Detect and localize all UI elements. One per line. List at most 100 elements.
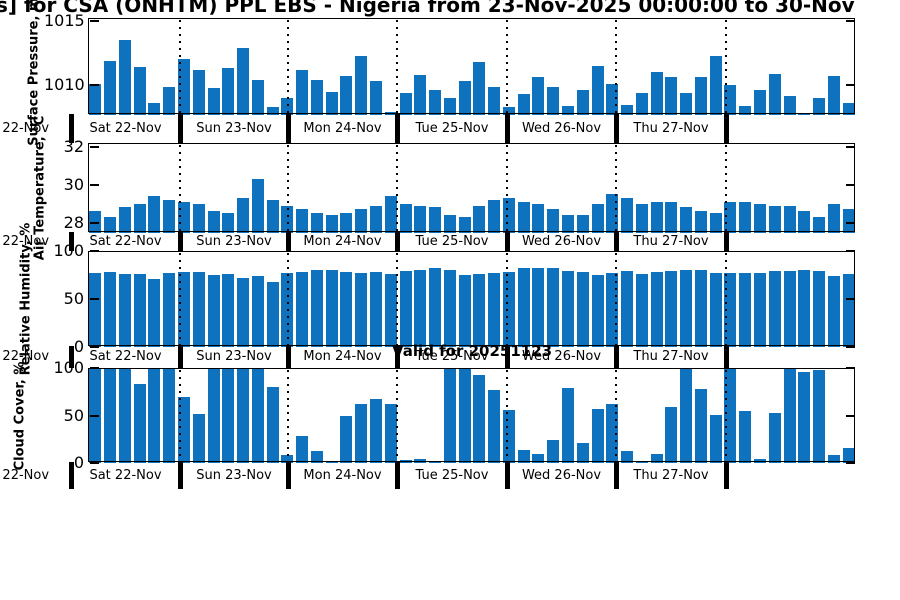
- day-gridline: [179, 370, 181, 461]
- air-temperature-bar: [207, 211, 220, 233]
- surface-pressure-bar: [163, 86, 176, 115]
- relative-humidity-bar: [650, 272, 663, 347]
- surface-pressure-bar: [429, 90, 442, 115]
- day-tick: [285, 114, 291, 143]
- cloud-cover-bar: [488, 389, 501, 463]
- surface-pressure-bar: [370, 81, 382, 115]
- relative-humidity-bar: [665, 271, 678, 347]
- day-gridline: [179, 20, 181, 113]
- day-tick: [68, 232, 74, 251]
- cloud-cover-bar: [237, 368, 250, 463]
- cloud-cover-bar: [133, 384, 146, 463]
- surface-pressure-bar: [340, 76, 353, 115]
- cloud-cover-bar: [739, 410, 752, 463]
- day-gridline: [396, 370, 398, 461]
- y-tick-mark: [845, 414, 855, 417]
- surface-pressure-bar: [325, 91, 338, 115]
- air-temperature-bar: [325, 215, 338, 233]
- surface-pressure-bar: [709, 55, 722, 115]
- cloud-cover-bar: [842, 447, 855, 463]
- day-gridline: [725, 20, 727, 113]
- day-gridline: [725, 370, 727, 461]
- surface-pressure-bar: [266, 107, 279, 115]
- day-gridline: [287, 20, 289, 113]
- cloud-cover-bar: [384, 404, 397, 463]
- day-label-clipped: Sat 22-Nov: [0, 349, 50, 364]
- cloud-cover-bar: [635, 461, 648, 463]
- air-temperature-bar: [458, 216, 471, 233]
- y-tick-mark: [845, 19, 855, 22]
- day-gridline: [396, 253, 398, 345]
- day-tick: [394, 232, 400, 251]
- relative-humidity-bar: [635, 274, 648, 347]
- cloud-cover-bar: [532, 454, 545, 463]
- surface-pressure-bar: [178, 59, 190, 115]
- day-tick: [613, 346, 619, 368]
- surface-pressure-bar: [310, 80, 323, 115]
- day-tick: [723, 462, 729, 489]
- air-temperature-bar: [310, 213, 323, 233]
- day-label: Wed 26-Nov: [521, 349, 602, 364]
- y-tick-label: 50: [63, 405, 84, 425]
- subplot-box-air-temperature: [88, 143, 855, 232]
- day-label: Sun 23-Nov: [196, 120, 272, 136]
- day-tick: [504, 114, 510, 143]
- cloud-cover-bar: [798, 371, 811, 463]
- surface-pressure-bar: [754, 90, 766, 115]
- relative-humidity-bar: [222, 274, 235, 347]
- cloud-cover-bar: [325, 461, 338, 463]
- day-tick: [504, 232, 510, 251]
- cloud-cover-bar: [621, 450, 634, 463]
- day-gridline: [396, 145, 398, 231]
- day-tick: [394, 346, 400, 368]
- day-gridline: [179, 145, 181, 231]
- valid-time-label: Valid for 20251123: [392, 342, 553, 360]
- y-tick-mark: [89, 346, 99, 348]
- subplot-box-cloud-cover: [88, 368, 855, 462]
- y-tick-label: 30: [63, 174, 84, 194]
- cloud-cover-bar: [562, 387, 574, 463]
- y-axis-label-cloud-cover: Cloud Cover, %: [12, 361, 28, 470]
- relative-humidity-bar: [680, 270, 693, 347]
- air-temperature-bar: [296, 209, 309, 233]
- relative-humidity-bar: [768, 271, 781, 347]
- surface-pressure-bar: [414, 74, 427, 115]
- cloud-cover-bar: [296, 436, 309, 463]
- surface-pressure-bar: [296, 69, 309, 115]
- surface-pressure-bar: [621, 104, 634, 115]
- y-tick-mark: [89, 414, 99, 417]
- air-temperature-bar: [650, 201, 663, 233]
- air-temperature-bar: [680, 207, 693, 233]
- day-label: Sun 23-Nov: [196, 349, 272, 364]
- day-label: Mon 24-Nov: [303, 467, 382, 483]
- air-temperature-bar: [739, 201, 752, 233]
- day-gridline: [615, 20, 617, 113]
- day-label: Sat 22-Nov: [89, 233, 162, 249]
- day-tick: [68, 114, 74, 143]
- air-temperature-bar: [754, 203, 766, 233]
- air-temperature-bar: [237, 197, 250, 233]
- day-tick: [723, 232, 729, 251]
- y-tick-mark: [89, 367, 99, 369]
- day-label: Wed 26-Nov: [521, 120, 602, 136]
- y-tick-label: 28: [63, 212, 84, 232]
- y-tick-label: 100: [44, 241, 84, 260]
- surface-pressure-bar: [207, 87, 220, 115]
- day-tick: [68, 346, 74, 368]
- relative-humidity-bar: [296, 272, 309, 347]
- subplot-box-relative-humidity: [88, 251, 855, 346]
- day-gridline: [179, 253, 181, 345]
- relative-humidity-bar: [118, 274, 131, 347]
- air-temperature-bar: [635, 203, 648, 233]
- cloud-cover-bar: [813, 369, 826, 463]
- y-tick-mark: [845, 145, 855, 148]
- air-temperature-bar: [118, 207, 131, 233]
- relative-humidity-bar: [709, 273, 722, 347]
- day-tick: [394, 114, 400, 143]
- y-tick-mark: [845, 250, 855, 252]
- cloud-cover-bar: [340, 415, 353, 463]
- day-tick: [723, 114, 729, 143]
- relative-humidity-bar: [192, 272, 205, 347]
- air-temperature-bar: [694, 211, 707, 233]
- surface-pressure-bar: [443, 98, 456, 115]
